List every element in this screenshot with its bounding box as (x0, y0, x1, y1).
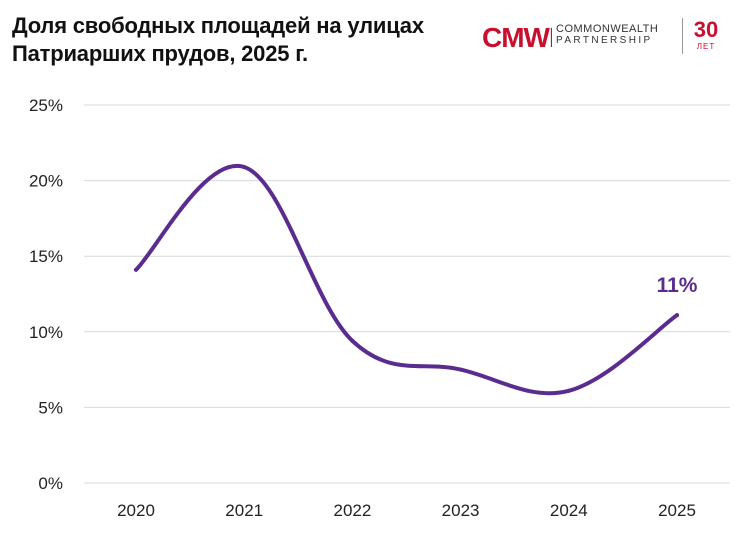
data-point (566, 388, 571, 393)
anniversary-unit: ЛЕТ (696, 42, 716, 51)
data-point (675, 313, 679, 318)
data-labels: 11% (657, 274, 698, 297)
x-tick-label: 2023 (442, 501, 480, 520)
cmwp-logo-mark: CMWP (482, 22, 552, 53)
x-tick-label: 2025 (658, 501, 696, 520)
x-tick-label: 2024 (550, 501, 588, 520)
anniversary-badge: 30 ЛЕТ (690, 18, 722, 52)
y-tick-label: 20% (29, 172, 63, 191)
y-tick-label: 10% (29, 323, 63, 342)
x-axis: 2020 2021 2022 2023 2024 2025 (117, 501, 696, 520)
chart-title: Доля свободных площадей на улицах Патриа… (12, 13, 424, 66)
data-point (458, 367, 463, 372)
anniversary-number: 30 (693, 17, 719, 42)
brand-name: COMMONWEALTH PARTNERSHIP (556, 23, 658, 47)
series-group (134, 163, 679, 396)
data-point (350, 338, 355, 343)
data-label: 11% (657, 274, 698, 297)
y-tick-label: 5% (38, 398, 63, 417)
grid-lines (84, 104, 730, 484)
y-tick-label: 25% (29, 96, 63, 115)
x-tick-label: 2021 (225, 501, 263, 520)
y-tick-label: 15% (29, 247, 63, 266)
x-tick-label: 2020 (117, 501, 155, 520)
x-tick-label: 2022 (333, 501, 371, 520)
y-tick-label: 0% (38, 474, 63, 493)
company-logo: CMWP COMMONWEALTH PARTNERSHIP 30 ЛЕТ (482, 16, 732, 58)
brand-line-2: PARTNERSHIP (556, 35, 653, 46)
logo-mark-text: CMWP (482, 22, 552, 53)
y-axis: 0% 5% 10% 15% 20% 25% (29, 96, 63, 493)
data-point (242, 164, 247, 169)
data-point (134, 267, 138, 272)
logo-divider (682, 18, 683, 54)
brand-line-1: COMMONWEALTH (556, 23, 659, 35)
series-line (134, 163, 679, 396)
